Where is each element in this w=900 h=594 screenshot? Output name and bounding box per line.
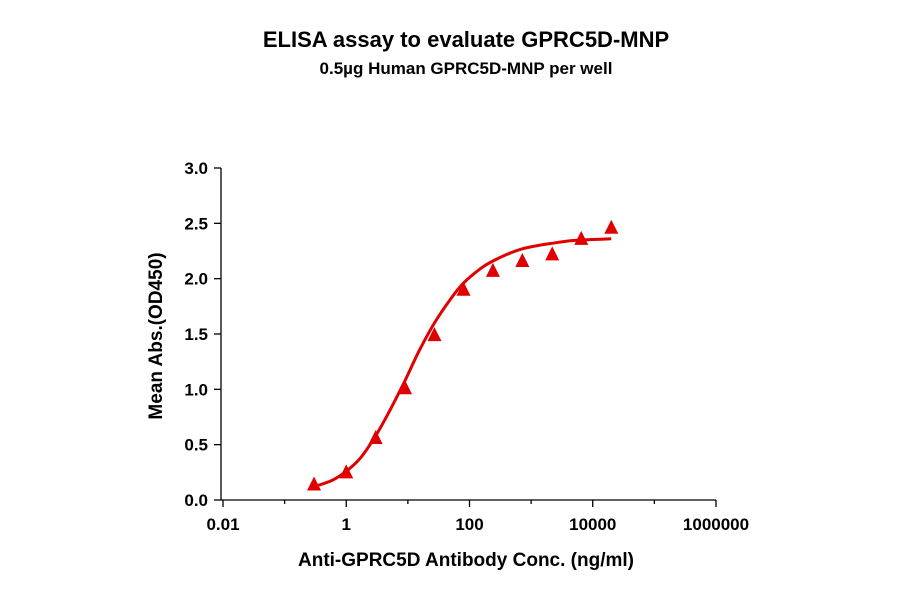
x-tick-label: 0.01 <box>206 515 239 534</box>
data-point <box>485 262 500 277</box>
x-tick-label: 100 <box>455 515 483 534</box>
data-point <box>604 219 619 234</box>
data-point <box>339 464 354 479</box>
data-point <box>545 246 560 261</box>
chart-subtitle: 0.5µg Human GPRC5D-MNP per well <box>320 59 613 78</box>
data-points <box>307 219 619 491</box>
y-tick-label: 1.0 <box>184 380 208 399</box>
data-point <box>307 476 322 491</box>
data-point <box>368 430 383 445</box>
x-tick-label: 1000000 <box>683 515 749 534</box>
y-tick-label: 3.0 <box>184 159 208 178</box>
data-point <box>427 327 442 342</box>
data-point <box>515 252 530 267</box>
y-tick-label: 1.5 <box>184 325 208 344</box>
x-tick-label: 1 <box>342 515 351 534</box>
y-tick-label: 2.5 <box>184 214 208 233</box>
data-point <box>456 281 471 296</box>
y-tick-label: 2.0 <box>184 270 208 289</box>
x-axis-label: Anti-GPRC5D Antibody Conc. (ng/ml) <box>298 550 634 571</box>
x-tick-label: 10000 <box>569 515 616 534</box>
y-tick-label: 0.0 <box>184 491 208 510</box>
y-axis-ticks: 0.0 0.5 1.0 1.5 2.0 2.5 3.0 <box>184 159 221 510</box>
data-point <box>398 380 413 395</box>
y-tick-label: 0.5 <box>184 436 208 455</box>
data-point <box>574 230 589 245</box>
chart-title: ELISA assay to evaluate GPRC5D-MNP <box>263 27 669 52</box>
y-axis-label: Mean Abs.(OD450) <box>146 252 167 419</box>
fit-curve <box>313 237 612 489</box>
x-axis-ticks: 0.01 1 100 10000 1000000 <box>206 500 749 534</box>
